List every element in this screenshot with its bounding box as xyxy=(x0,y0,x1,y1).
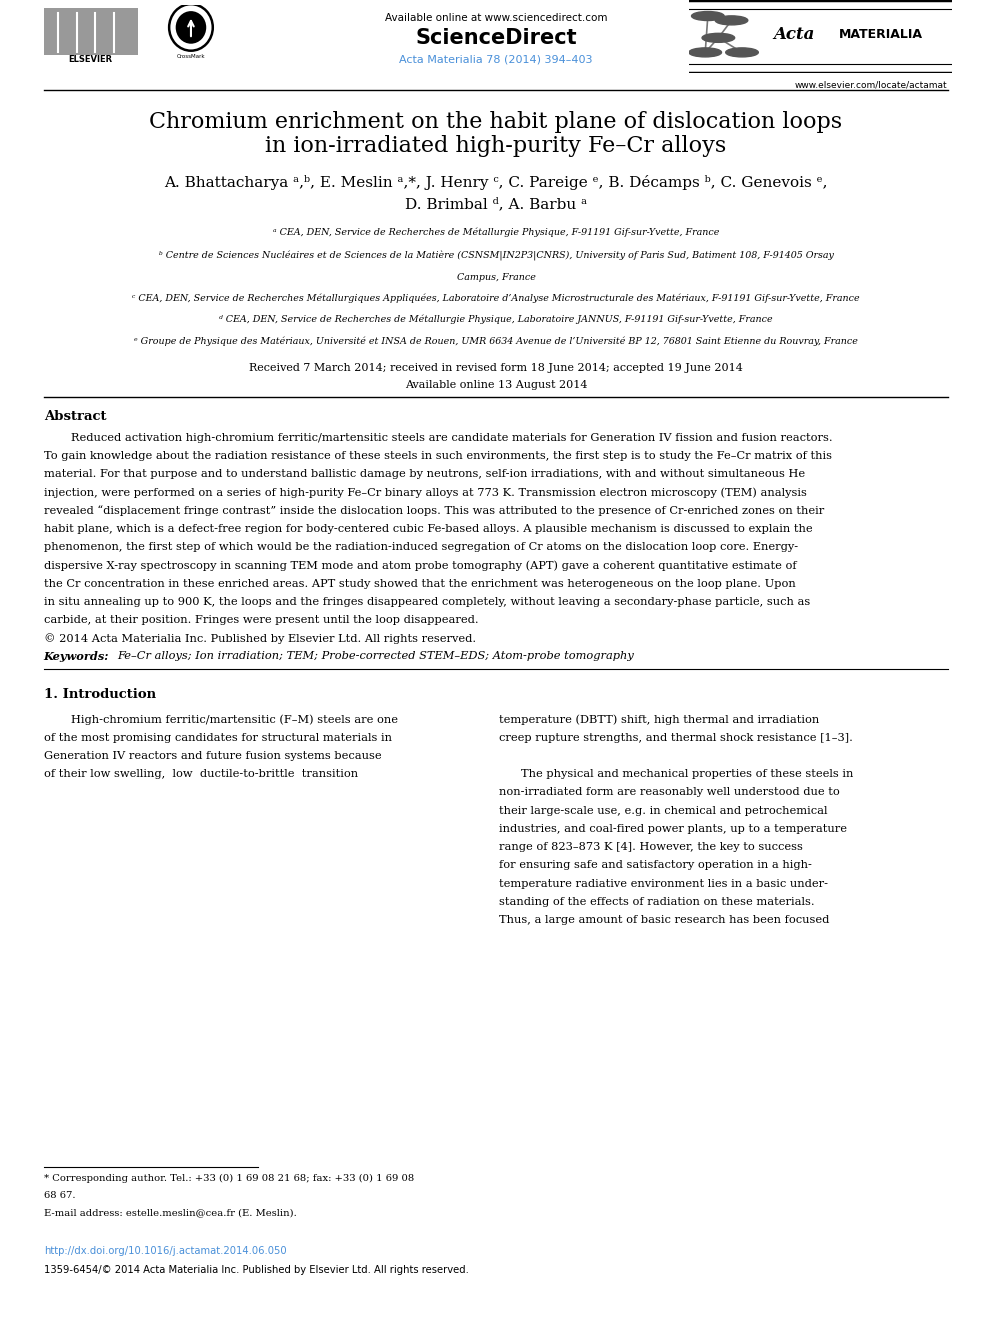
Text: CrossMark: CrossMark xyxy=(177,54,205,58)
Text: in ion-irradiated high-purity Fe–Cr alloys: in ion-irradiated high-purity Fe–Cr allo… xyxy=(266,135,726,157)
Text: phenomenon, the first step of which would be the radiation-induced segregation o: phenomenon, the first step of which woul… xyxy=(44,542,798,552)
Text: of the most promising candidates for structural materials in: of the most promising candidates for str… xyxy=(44,733,392,742)
Text: www.elsevier.com/locate/actamat: www.elsevier.com/locate/actamat xyxy=(795,81,947,90)
Text: of their low swelling,  low  ductile-to-brittle  transition: of their low swelling, low ductile-to-br… xyxy=(44,769,358,779)
Circle shape xyxy=(715,16,748,25)
Circle shape xyxy=(691,12,724,21)
Text: revealed “displacement fringe contrast” inside the dislocation loops. This was a: revealed “displacement fringe contrast” … xyxy=(44,505,824,516)
Text: ScienceDirect: ScienceDirect xyxy=(416,28,576,48)
Text: Acta Materialia 78 (2014) 394–403: Acta Materialia 78 (2014) 394–403 xyxy=(399,54,593,65)
Text: Reduced activation high-chromium ferritic/martensitic steels are candidate mater: Reduced activation high-chromium ferriti… xyxy=(71,433,833,443)
Text: standing of the effects of radiation on these materials.: standing of the effects of radiation on … xyxy=(499,897,814,908)
Text: non-irradiated form are reasonably well understood due to: non-irradiated form are reasonably well … xyxy=(499,787,839,798)
Text: High-chromium ferritic/martensitic (F–M) steels are one: High-chromium ferritic/martensitic (F–M)… xyxy=(71,714,399,725)
Text: material. For that purpose and to understand ballistic damage by neutrons, self-: material. For that purpose and to unders… xyxy=(44,470,805,479)
Text: industries, and coal-fired power plants, up to a temperature: industries, and coal-fired power plants,… xyxy=(499,824,847,833)
Text: To gain knowledge about the radiation resistance of these steels in such environ: To gain knowledge about the radiation re… xyxy=(44,451,831,460)
Bar xyxy=(44,8,138,56)
Text: Fe–Cr alloys; Ion irradiation; TEM; Probe-corrected STEM–EDS; Atom-probe tomogra: Fe–Cr alloys; Ion irradiation; TEM; Prob… xyxy=(117,651,634,662)
Text: E-mail address: estelle.meslin@cea.fr (E. Meslin).: E-mail address: estelle.meslin@cea.fr (E… xyxy=(44,1208,297,1217)
Text: Generation IV reactors and future fusion systems because: Generation IV reactors and future fusion… xyxy=(44,751,381,761)
Text: Campus, France: Campus, France xyxy=(456,273,536,282)
Circle shape xyxy=(702,33,735,42)
Text: in situ annealing up to 900 K, the loops and the fringes disappeared completely,: in situ annealing up to 900 K, the loops… xyxy=(44,597,809,607)
Text: ELSEVIER: ELSEVIER xyxy=(68,54,113,64)
Circle shape xyxy=(688,48,721,57)
Text: for ensuring safe and satisfactory operation in a high-: for ensuring safe and satisfactory opera… xyxy=(499,860,811,871)
Text: carbide, at their position. Fringes were present until the loop disappeared.: carbide, at their position. Fringes were… xyxy=(44,615,478,626)
Text: Available online at www.sciencedirect.com: Available online at www.sciencedirect.co… xyxy=(385,12,607,22)
Circle shape xyxy=(726,48,758,57)
Text: dispersive X-ray spectroscopy in scanning TEM mode and atom probe tomography (AP: dispersive X-ray spectroscopy in scannin… xyxy=(44,561,797,572)
Text: Received 7 March 2014; received in revised form 18 June 2014; accepted 19 June 2: Received 7 March 2014; received in revis… xyxy=(249,363,743,373)
Text: ᶜ CEA, DEN, Service de Recherches Métallurgiques Appliquées, Laboratoire d’Analy: ᶜ CEA, DEN, Service de Recherches Métall… xyxy=(132,294,860,303)
Text: ᵉ Groupe de Physique des Matériaux, Université et INSA de Rouen, UMR 6634 Avenue: ᵉ Groupe de Physique des Matériaux, Univ… xyxy=(134,336,858,345)
Text: D. Brimbal ᵈ, A. Barbu ᵃ: D. Brimbal ᵈ, A. Barbu ᵃ xyxy=(405,197,587,212)
Text: temperature radiative environment lies in a basic under-: temperature radiative environment lies i… xyxy=(499,878,828,889)
Text: 1. Introduction: 1. Introduction xyxy=(44,688,156,701)
Text: ᵇ Centre de Sciences Nucléaires et de Sciences de la Matière (CSNSM|IN2P3|CNRS),: ᵇ Centre de Sciences Nucléaires et de Sc… xyxy=(159,251,833,262)
Text: ᵃ CEA, DEN, Service de Recherches de Métallurgie Physique, F-91191 Gif-sur-Yvett: ᵃ CEA, DEN, Service de Recherches de Mét… xyxy=(273,228,719,237)
Text: habit plane, which is a defect-free region for body-centered cubic Fe-based allo: habit plane, which is a defect-free regi… xyxy=(44,524,812,534)
Circle shape xyxy=(176,11,206,44)
Text: Acta: Acta xyxy=(774,26,815,44)
Text: The physical and mechanical properties of these steels in: The physical and mechanical properties o… xyxy=(521,769,853,779)
Text: Chromium enrichment on the habit plane of dislocation loops: Chromium enrichment on the habit plane o… xyxy=(150,111,842,134)
Text: MATERIALIA: MATERIALIA xyxy=(839,28,924,41)
Text: A. Bhattacharya ᵃ,ᵇ, E. Meslin ᵃ,*, J. Henry ᶜ, C. Pareige ᵉ, B. Décamps ᵇ, C. G: A. Bhattacharya ᵃ,ᵇ, E. Meslin ᵃ,*, J. H… xyxy=(165,175,827,189)
Text: * Corresponding author. Tel.: +33 (0) 1 69 08 21 68; fax: +33 (0) 1 69 08: * Corresponding author. Tel.: +33 (0) 1 … xyxy=(44,1174,414,1183)
Text: Available online 13 August 2014: Available online 13 August 2014 xyxy=(405,380,587,390)
Text: © 2014 Acta Materialia Inc. Published by Elsevier Ltd. All rights reserved.: © 2014 Acta Materialia Inc. Published by… xyxy=(44,634,476,644)
Text: 68 67.: 68 67. xyxy=(44,1191,75,1200)
Text: Keywords:: Keywords: xyxy=(44,651,109,662)
Text: their large-scale use, e.g. in chemical and petrochemical: their large-scale use, e.g. in chemical … xyxy=(499,806,827,816)
Text: range of 823–873 K [4]. However, the key to success: range of 823–873 K [4]. However, the key… xyxy=(499,843,803,852)
Text: ᵈ CEA, DEN, Service de Recherches de Métallurgie Physique, Laboratoire JANNUS, F: ᵈ CEA, DEN, Service de Recherches de Mét… xyxy=(219,315,773,324)
Text: 1359-6454/© 2014 Acta Materialia Inc. Published by Elsevier Ltd. All rights rese: 1359-6454/© 2014 Acta Materialia Inc. Pu… xyxy=(44,1265,468,1275)
Text: the Cr concentration in these enriched areas. APT study showed that the enrichme: the Cr concentration in these enriched a… xyxy=(44,578,796,589)
Text: creep rupture strengths, and thermal shock resistance [1–3].: creep rupture strengths, and thermal sho… xyxy=(499,733,853,742)
Text: injection, were performed on a series of high-purity Fe–Cr binary alloys at 773 : injection, were performed on a series of… xyxy=(44,487,806,497)
Text: http://dx.doi.org/10.1016/j.actamat.2014.06.050: http://dx.doi.org/10.1016/j.actamat.2014… xyxy=(44,1246,287,1257)
Text: temperature (DBTT) shift, high thermal and irradiation: temperature (DBTT) shift, high thermal a… xyxy=(499,714,819,725)
Text: Abstract: Abstract xyxy=(44,410,106,423)
Text: Thus, a large amount of basic research has been focused: Thus, a large amount of basic research h… xyxy=(499,916,829,925)
